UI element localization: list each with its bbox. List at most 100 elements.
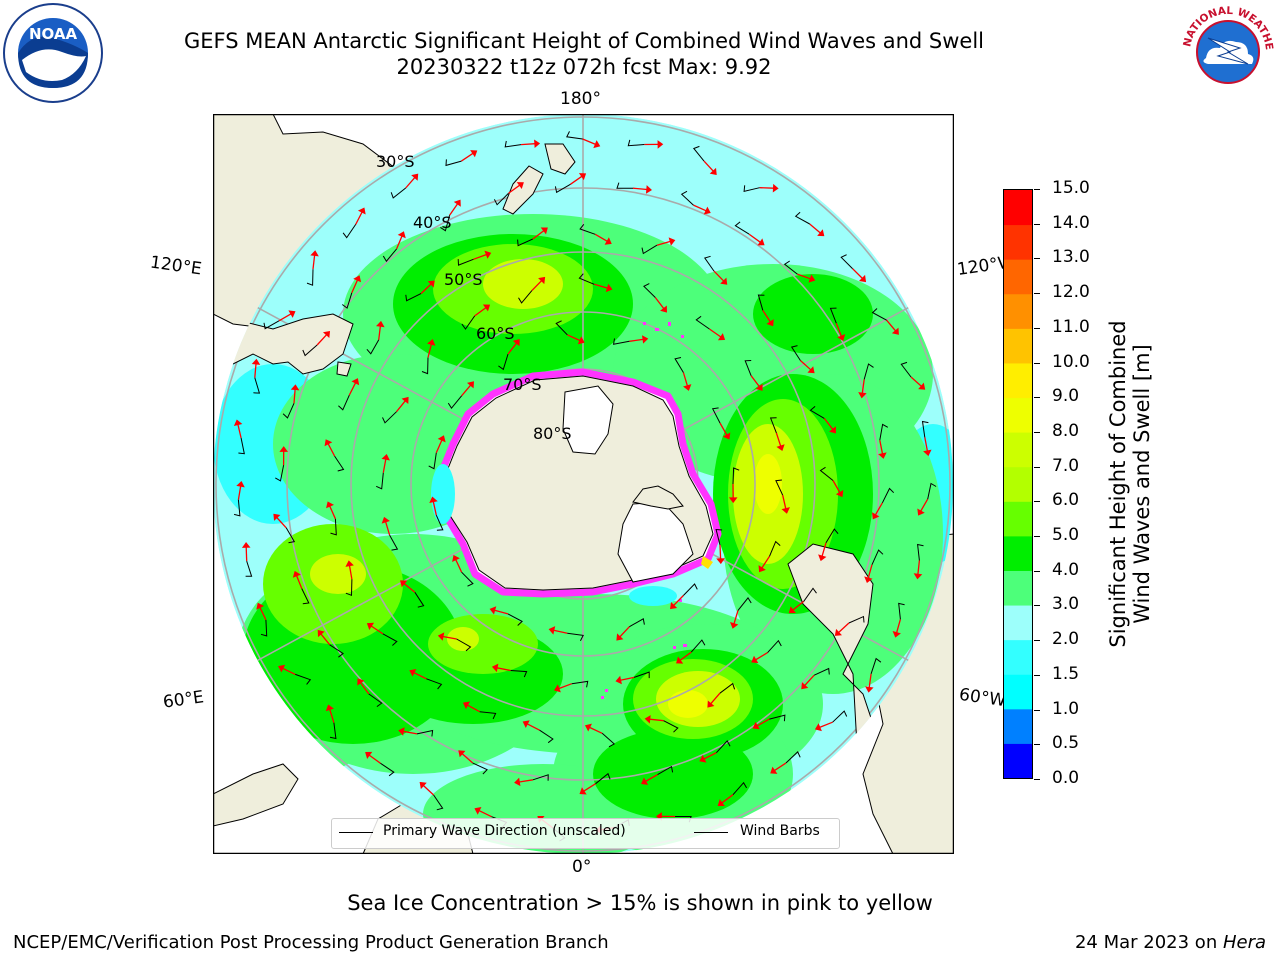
wind-barb: [643, 283, 656, 298]
wave-arrow-head: [466, 381, 475, 389]
wind-barb: [711, 407, 721, 424]
wave-arrow-shaft: [461, 753, 474, 764]
wind-barb: [479, 711, 497, 720]
colorbar-title: Significant Height of Combined Wind Wave…: [1106, 284, 1154, 684]
wave-arrow-head: [256, 602, 265, 610]
wave-arrow-head: [427, 280, 435, 288]
colorbar-tick: [1034, 570, 1040, 572]
wind-barb: [848, 615, 865, 624]
wave-arrow-head: [752, 721, 760, 730]
wind-barb: [809, 406, 825, 419]
colorbar-segment: [1004, 535, 1032, 571]
wave-arrow-head: [514, 777, 521, 787]
colorbar-tick: [1034, 744, 1040, 746]
wave-arrow-shaft: [619, 626, 630, 638]
antarctica: [437, 368, 722, 598]
wind-barb: [518, 290, 533, 304]
wave-arrow-head: [871, 512, 880, 520]
wave-arrow-head: [703, 206, 711, 215]
wave-arrow-shaft: [455, 559, 463, 573]
wave-arrow-head: [716, 558, 725, 565]
colorbar-tick: [1034, 362, 1040, 364]
wave-arrow-shaft: [368, 754, 381, 764]
wave-arrow-shaft: [713, 270, 725, 282]
wind-barb: [554, 183, 571, 194]
wave-arrow-head: [548, 626, 556, 635]
wave-arrow-shaft: [910, 376, 922, 387]
issue-machine: Hera: [1222, 932, 1266, 953]
wind-barb: [433, 794, 444, 811]
wave-arrow-shaft: [461, 384, 472, 397]
wave-arrow-shaft: [245, 547, 248, 562]
wind-barb: [674, 357, 684, 373]
wind-barb: [732, 781, 748, 796]
wave-arrow-head: [645, 185, 652, 194]
wave-arrow-shaft: [520, 143, 536, 146]
wind-barb: [461, 315, 476, 330]
wind-barb: [737, 597, 752, 611]
wave-arrow-head: [676, 656, 684, 664]
wave-arrow-head: [670, 602, 678, 610]
wind-barb: [414, 592, 425, 608]
wave-arrow-shaft: [748, 233, 761, 243]
wind-barb: [715, 528, 723, 546]
wave-arrow-head: [781, 507, 790, 514]
wave-height-map: [213, 114, 954, 854]
wind-barb: [571, 680, 589, 688]
wave-arrow-head: [683, 384, 692, 391]
wave-arrow-shaft: [755, 652, 768, 661]
landmasses: [213, 143, 874, 765]
colorbar-tick-label: 13.0: [1052, 247, 1090, 268]
wave-arrow-shaft: [382, 458, 387, 473]
wind-barb: [813, 667, 830, 676]
colorbar-segment: [1004, 259, 1032, 295]
colorbar-tick: [1034, 466, 1040, 468]
wave-arrow-shaft: [396, 235, 403, 250]
wave-arrow-head: [273, 513, 281, 521]
wave-arrow-head: [427, 339, 436, 346]
wave-arrow-head: [720, 277, 728, 285]
wind-barb: [375, 472, 384, 490]
wave-arrow-shaft: [693, 204, 707, 212]
wind-barb: [532, 774, 549, 781]
wave-arrow-shaft: [886, 319, 897, 332]
wave-arrow-shaft: [567, 334, 581, 342]
wave-arrow-shaft: [809, 223, 821, 234]
colorbar-tick: [1034, 640, 1040, 642]
wave-arrow-shaft: [570, 175, 583, 185]
lat-label-80s: 80°S: [533, 424, 572, 443]
wave-arrow-head: [437, 435, 446, 443]
colorbar-tick-label: 4.0: [1052, 559, 1080, 580]
colorbar-tick: [1034, 674, 1040, 676]
wave-arrow-head: [381, 516, 390, 524]
wave-arrow-head: [891, 327, 899, 335]
wind-barb: [345, 579, 353, 597]
colorbar: [1003, 189, 1033, 779]
wave-arrow-head: [429, 496, 438, 503]
wave-arrow-shaft: [329, 505, 336, 520]
colorbar-tick: [1034, 189, 1040, 190]
colorbar-tick-label: 14.0: [1052, 212, 1090, 233]
wave-arrow-head: [516, 182, 524, 190]
wave-arrow-head: [751, 655, 759, 664]
wave-arrow-head: [644, 715, 651, 724]
wave-arrow-shaft: [719, 544, 722, 560]
wave-arrow-head: [758, 565, 766, 573]
wave-arrow-shaft: [868, 673, 872, 688]
wind-barb: [629, 618, 645, 628]
wind-barb: [775, 479, 784, 496]
wind-barb: [330, 518, 337, 536]
wave-arrow-shaft: [276, 517, 287, 529]
wind-barb: [504, 140, 522, 148]
wave-arrow-shaft: [762, 309, 772, 323]
wave-arrow-head: [616, 633, 624, 641]
wave-arrow-head: [757, 238, 765, 246]
wind-barb: [445, 159, 462, 167]
wave-arrow-head: [397, 231, 406, 239]
wind-barb: [579, 223, 596, 235]
wave-arrow-shaft: [237, 424, 242, 439]
lat-label-60s: 60°S: [476, 324, 515, 343]
colorbar-segment: [1004, 432, 1032, 468]
wave-arrow-head: [892, 631, 901, 638]
wave-arrow-shaft: [442, 635, 457, 640]
